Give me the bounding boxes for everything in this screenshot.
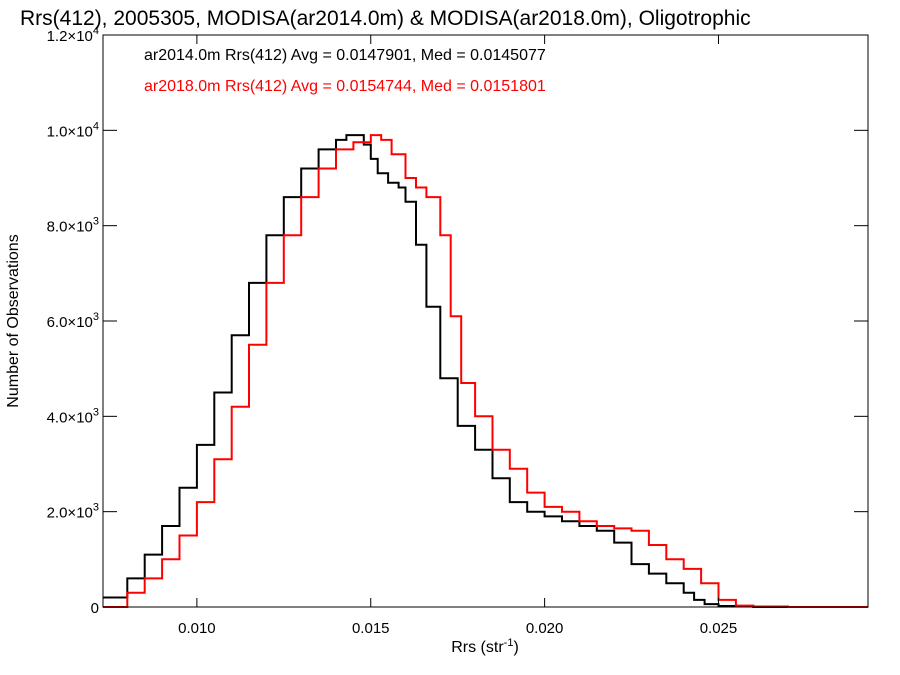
legend-entry-ar2014: ar2014.0m Rrs(412) Avg = 0.0147901, Med … — [144, 47, 546, 64]
y-tick-label: 8.0×103 — [47, 216, 99, 236]
series-line-ar2018.0m — [103, 134, 868, 608]
series-line-ar2014.0m — [103, 134, 868, 608]
y-axis-label: Number of Observations — [5, 234, 22, 407]
y-tick-label: 1.2×104 — [47, 25, 99, 45]
x-tick-label: 0.020 — [526, 620, 564, 637]
legend-entry-ar2018: ar2018.0m Rrs(412) Avg = 0.0154744, Med … — [144, 78, 546, 95]
plot-frame — [102, 34, 869, 608]
y-tick-label: 4.0×103 — [47, 406, 99, 426]
y-tick-label: 0 — [91, 600, 99, 617]
x-tick-label: 0.010 — [178, 620, 216, 637]
y-tick-label: 1.0×104 — [47, 120, 99, 140]
ticks-layer: 0.010 0.015 0.020 0.025 0 2.0×103 4.0×103 6.0×1… — [47, 25, 868, 637]
x-axis-label: Rrs (str-1) — [451, 637, 519, 656]
x-tick-label: 0.025 — [700, 620, 738, 637]
chart-title: Rrs(412), 2005305, MODISA(ar2014.0m) & M… — [20, 7, 751, 30]
series-layer — [103, 134, 868, 608]
y-tick-label: 2.0×103 — [47, 502, 99, 522]
y-tick-label: 6.0×103 — [47, 311, 99, 331]
x-tick-label: 0.015 — [352, 620, 390, 637]
